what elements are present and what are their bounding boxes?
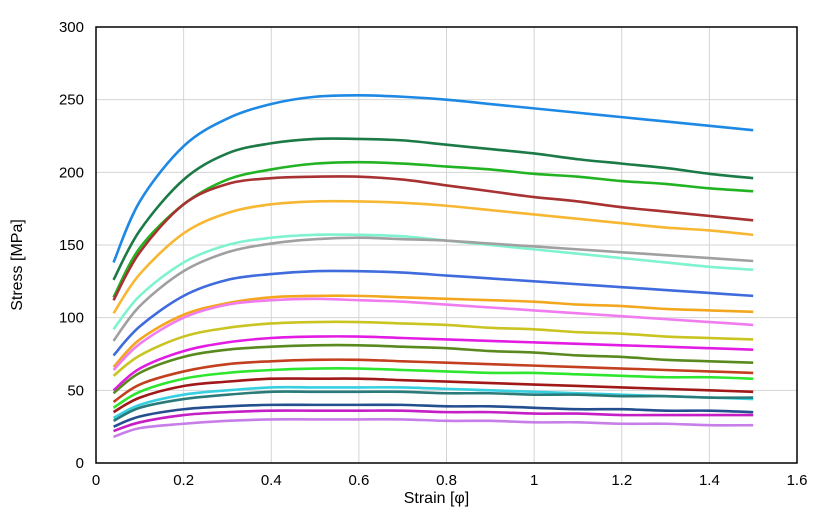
y-tick-label: 0 xyxy=(76,455,84,472)
grid xyxy=(96,27,797,463)
y-axis-title: Stress [MPa] xyxy=(9,219,26,311)
series-line-9 xyxy=(112,294,754,368)
series-line-1 xyxy=(112,94,754,263)
series-line-15 xyxy=(112,367,754,409)
series-line-10 xyxy=(112,297,754,371)
y-tick-label: 100 xyxy=(59,310,84,327)
y-tick-label: 300 xyxy=(59,19,84,36)
y-tick-label: 50 xyxy=(67,382,84,399)
y-tick-label: 150 xyxy=(59,237,84,254)
series-line-14 xyxy=(112,358,754,404)
x-tick-label: 0.6 xyxy=(348,472,369,489)
x-tick-label: 1 xyxy=(530,472,538,489)
series-line-16 xyxy=(112,377,754,414)
series-line-2 xyxy=(112,137,754,281)
series-line-12 xyxy=(112,335,754,392)
series-line-7 xyxy=(112,236,754,342)
series-line-5 xyxy=(112,199,754,315)
x-tick-label: 0 xyxy=(92,472,100,489)
plot-area-frame xyxy=(95,26,798,464)
series-line-3 xyxy=(112,160,754,298)
series-line-19 xyxy=(113,403,754,428)
y-tick-label: 200 xyxy=(59,164,84,181)
series-line-6 xyxy=(112,233,754,331)
tick-labels: 0 0.2 0.4 0.6 0.8 1 1.2 1.4 1.6 0 50 100 150 200 250 30… xyxy=(59,19,807,489)
y-tick-label: 250 xyxy=(59,92,84,109)
x-tick-label: 0.2 xyxy=(173,472,194,489)
x-tick-label: 1.4 xyxy=(699,472,720,489)
x-tick-label: 1.2 xyxy=(611,472,632,489)
series-lines xyxy=(112,94,754,439)
x-tick-label: 0.8 xyxy=(436,472,457,489)
x-tick-label: 1.6 xyxy=(787,472,808,489)
x-tick-label: 0.4 xyxy=(261,472,282,489)
series-line-20 xyxy=(113,409,754,433)
series-line-21 xyxy=(113,417,754,439)
series-line-4 xyxy=(112,175,754,301)
series-line-11 xyxy=(112,320,754,377)
series-line-13 xyxy=(112,343,754,395)
series-line-8 xyxy=(112,269,754,357)
x-axis-title: Strain [φ] xyxy=(404,490,470,507)
series-line-18 xyxy=(112,390,754,423)
